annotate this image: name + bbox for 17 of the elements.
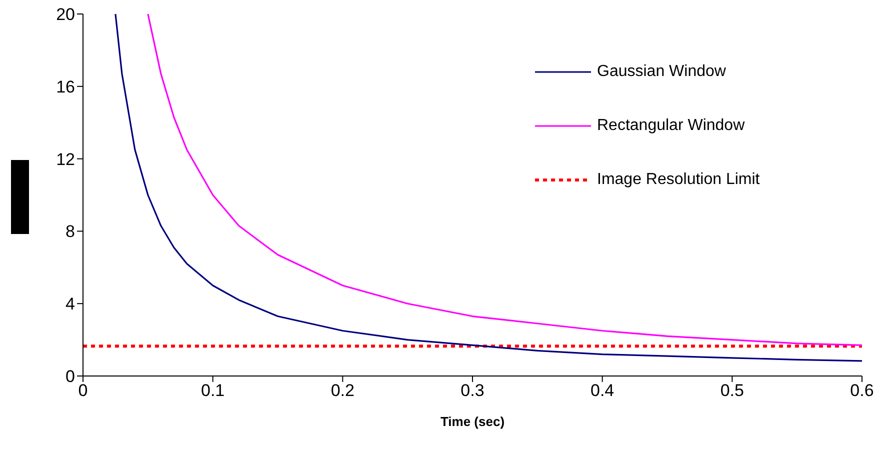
x-tick-label: 0.2 (330, 381, 354, 400)
y-tick-label: 0 (66, 367, 75, 386)
x-axis-title: Time (sec) (440, 414, 505, 429)
legend-label: Rectangular Window (597, 116, 745, 134)
y-tick-label: 4 (66, 294, 75, 314)
legend-label: Gaussian Window (597, 62, 726, 80)
x-tick-label: 0.1 (201, 381, 225, 400)
x-tick-label: 0.5 (720, 381, 744, 400)
legend-label: Image Resolution Limit (597, 170, 760, 188)
y-tick-label: 12 (56, 150, 75, 169)
x-tick-label: 0.6 (850, 381, 874, 400)
y-tick-label: 16 (56, 77, 75, 96)
y-tick-label: 20 (56, 5, 75, 24)
x-tick-label: 0.3 (460, 381, 484, 400)
x-tick-label: 0.4 (590, 381, 614, 400)
x-tick-label: 0 (78, 381, 88, 400)
y-tick-label: 8 (66, 222, 75, 242)
